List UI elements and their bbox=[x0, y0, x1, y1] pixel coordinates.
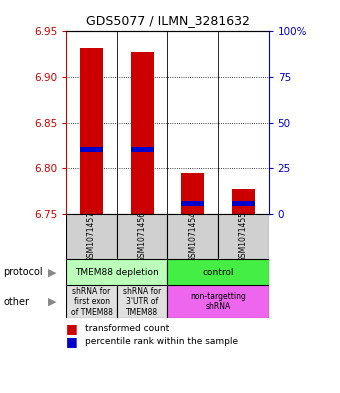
Text: transformed count: transformed count bbox=[85, 324, 169, 332]
Bar bbox=[117, 285, 167, 318]
Text: ■: ■ bbox=[66, 335, 78, 349]
Bar bbox=[80, 48, 103, 214]
Bar bbox=[167, 285, 269, 318]
Text: TMEM88 depletion: TMEM88 depletion bbox=[75, 268, 159, 277]
Text: ■: ■ bbox=[66, 321, 78, 335]
Text: shRNA for
first exon
of TMEM88: shRNA for first exon of TMEM88 bbox=[71, 287, 113, 316]
Text: GSM1071456: GSM1071456 bbox=[138, 211, 147, 263]
Bar bbox=[232, 201, 255, 206]
Text: ▶: ▶ bbox=[49, 297, 57, 307]
Bar bbox=[66, 259, 167, 285]
Bar bbox=[66, 285, 117, 318]
Text: GSM1071454: GSM1071454 bbox=[188, 211, 197, 263]
Bar bbox=[167, 259, 269, 285]
Text: protocol: protocol bbox=[3, 267, 43, 277]
Bar bbox=[167, 214, 218, 259]
Bar bbox=[131, 147, 154, 152]
Text: GSM1071455: GSM1071455 bbox=[239, 211, 248, 263]
Text: non-targetting
shRNA: non-targetting shRNA bbox=[190, 292, 246, 311]
Bar bbox=[218, 214, 269, 259]
Bar bbox=[181, 201, 204, 206]
Bar bbox=[131, 51, 154, 214]
Bar bbox=[80, 147, 103, 152]
Text: ▶: ▶ bbox=[49, 267, 57, 277]
Text: other: other bbox=[3, 297, 29, 307]
Bar bbox=[117, 214, 167, 259]
Text: control: control bbox=[202, 268, 234, 277]
Text: shRNA for
3'UTR of
TMEM88: shRNA for 3'UTR of TMEM88 bbox=[123, 287, 161, 316]
Title: GDS5077 / ILMN_3281632: GDS5077 / ILMN_3281632 bbox=[86, 15, 249, 28]
Bar bbox=[66, 214, 117, 259]
Bar bbox=[232, 189, 255, 214]
Bar bbox=[181, 173, 204, 214]
Text: percentile rank within the sample: percentile rank within the sample bbox=[85, 338, 238, 346]
Text: GSM1071457: GSM1071457 bbox=[87, 211, 96, 263]
